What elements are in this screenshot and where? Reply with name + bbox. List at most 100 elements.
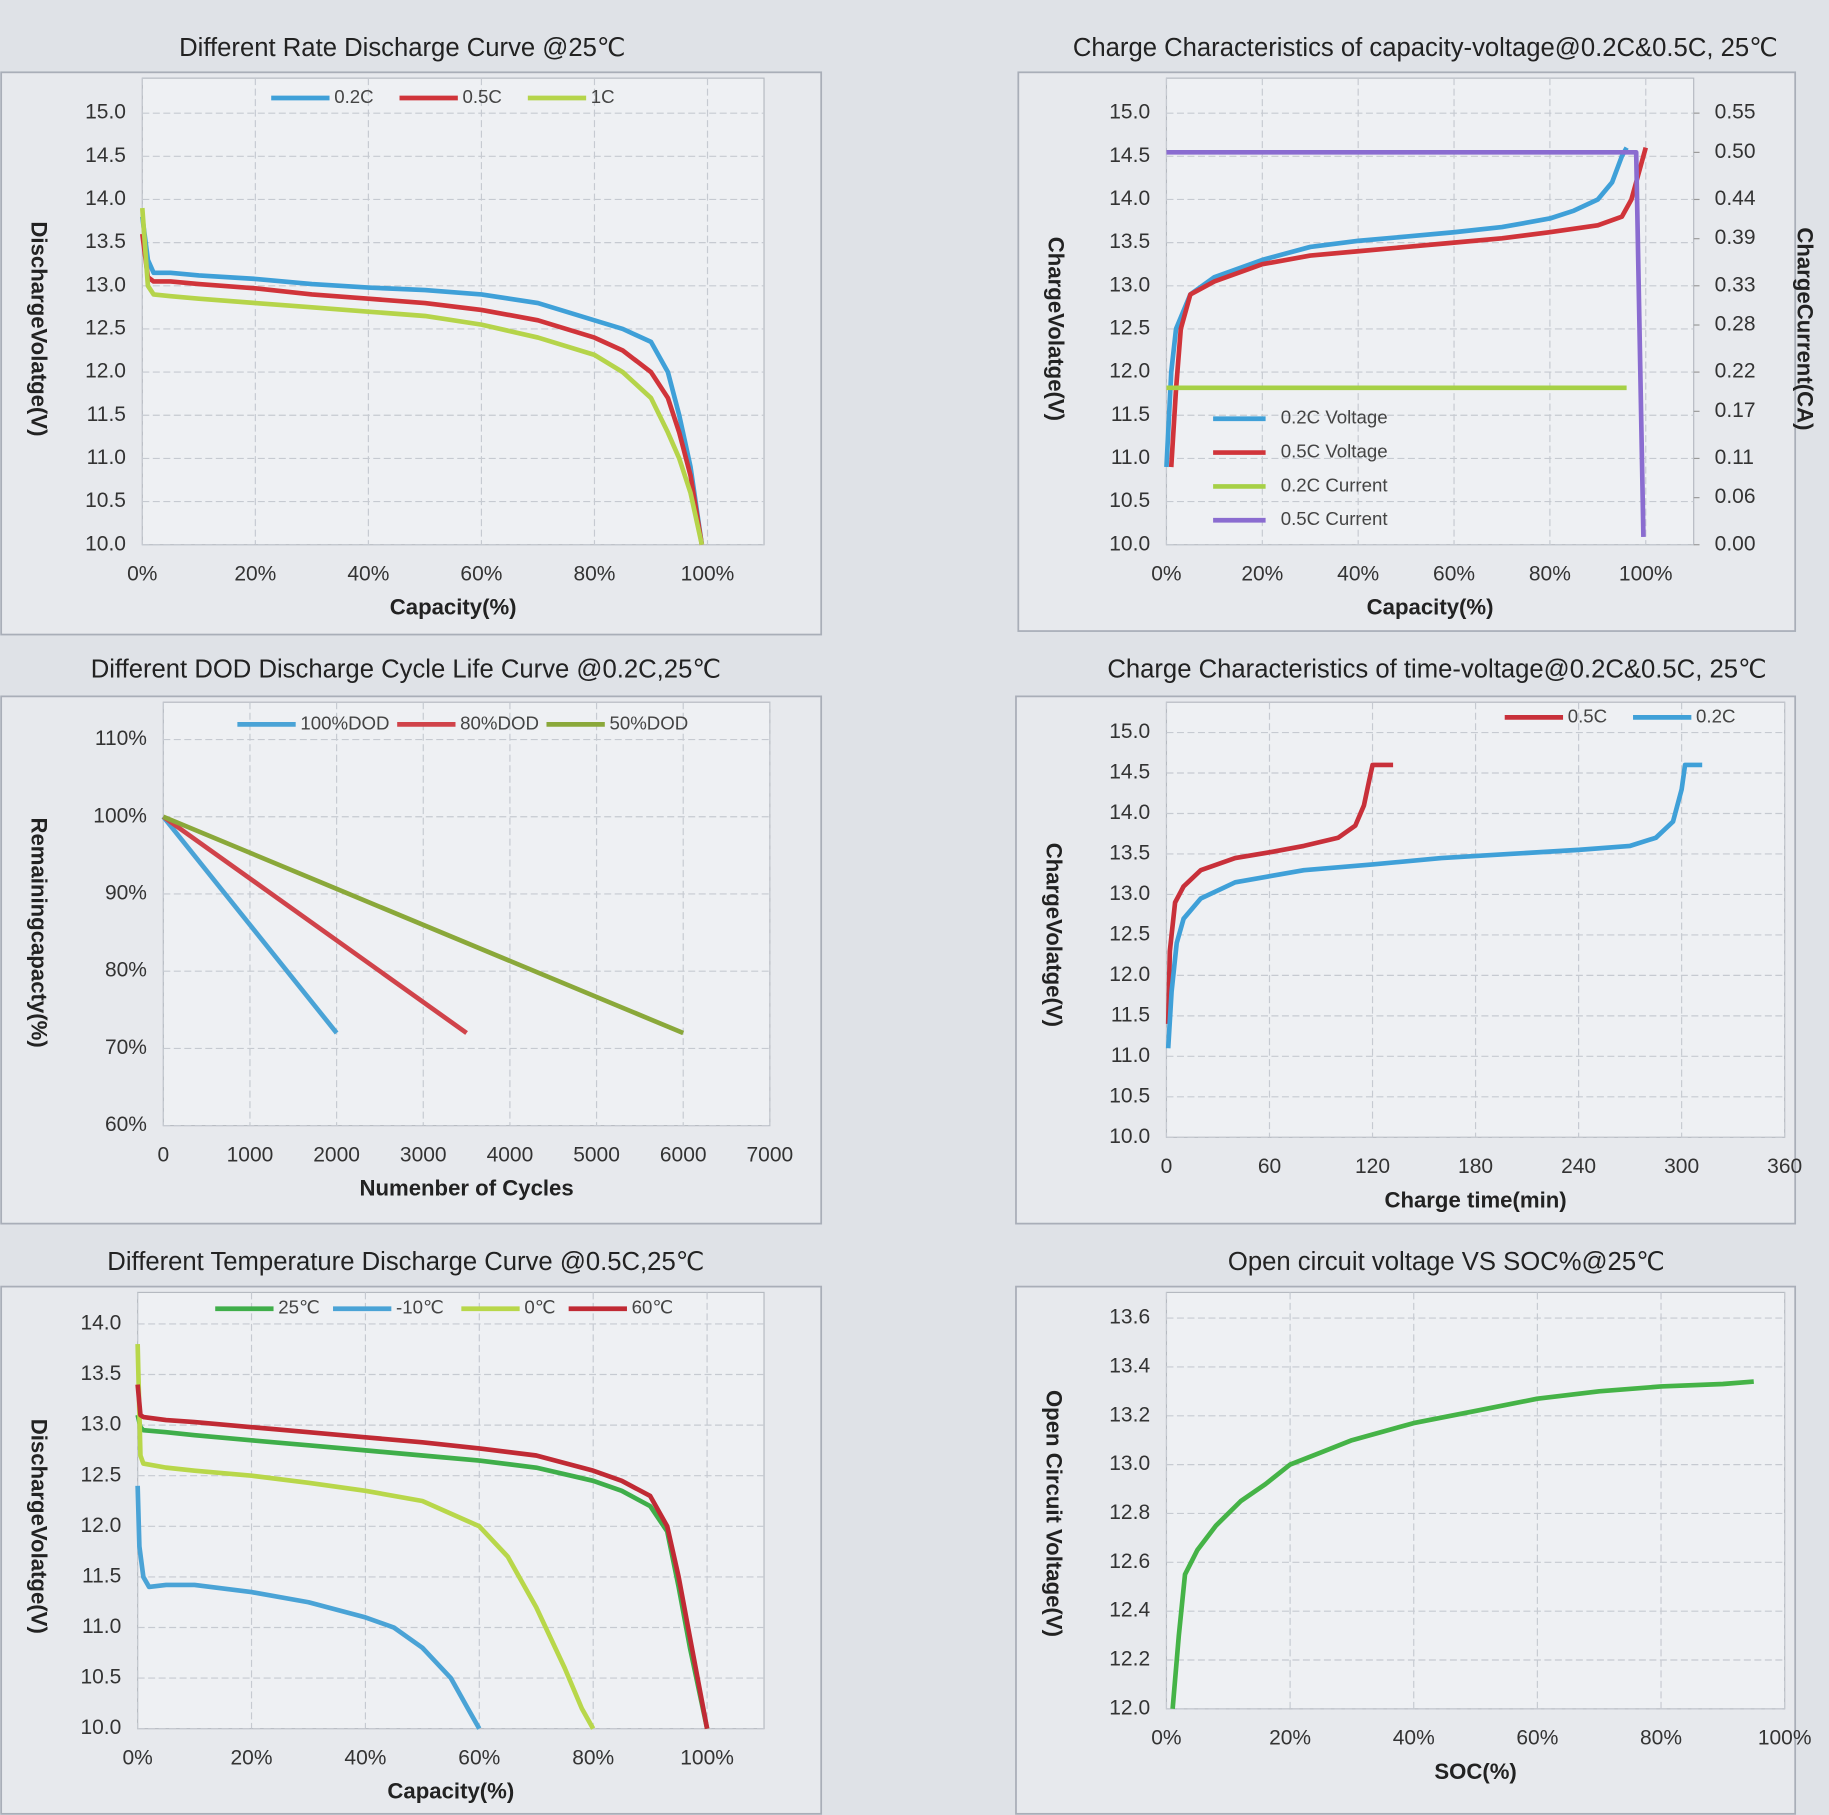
chart-title: Different Rate Discharge Curve @25℃: [179, 34, 626, 62]
y-tick-label: 10.5: [1109, 489, 1150, 512]
x-tick-label: 60%: [1433, 563, 1475, 586]
y2-axis-label: ChargeCurrent(CA): [1792, 227, 1817, 430]
y2-tick-label: 0.50: [1715, 140, 1756, 163]
x-tick-label: 20%: [231, 1747, 273, 1770]
y2-tick-label: 0.22: [1715, 360, 1756, 383]
y-tick-label: 14.5: [1109, 144, 1150, 167]
y-axis-label: ChargeVolatge(V): [1041, 843, 1066, 1027]
x-tick-label: 3000: [400, 1144, 447, 1167]
y-tick-label: 12.5: [1109, 316, 1150, 339]
x-tick-label: 0%: [127, 563, 157, 586]
y-tick-label: 12.4: [1109, 1599, 1150, 1622]
y-tick-label: 15.0: [85, 101, 126, 124]
legend-label: 25℃: [278, 1297, 320, 1318]
series-line: [162, 814, 685, 1036]
chart-title: Charge Characteristics of time-voltage@0…: [1107, 655, 1766, 683]
y-tick-label: 12.0: [85, 360, 126, 383]
legend-label: -10℃: [396, 1297, 444, 1318]
y-tick-label: 12.5: [80, 1463, 121, 1486]
legend-label: 0.5C Current: [1281, 508, 1389, 529]
y-tick-label: 12.5: [1109, 922, 1150, 945]
y-tick-label: 10.0: [1109, 1125, 1150, 1148]
y-tick-label: 11.5: [82, 1564, 121, 1587]
y-tick-label: 13.5: [1109, 230, 1150, 253]
x-tick-label: 300: [1664, 1155, 1699, 1178]
x-tick-label: 0: [1161, 1155, 1173, 1178]
y-tick-label: 13.0: [85, 273, 126, 296]
x-tick-label: 7000: [747, 1144, 794, 1167]
x-axis-label: Capacity(%): [1367, 595, 1494, 620]
y-tick-label: 14.0: [85, 187, 126, 210]
plot-area: [141, 77, 765, 546]
y2-tick-label: 0.44: [1715, 187, 1756, 210]
y-tick-label: 11.0: [82, 1615, 121, 1638]
y-tick-label: 13.0: [1109, 1452, 1150, 1475]
chart-title: Charge Characteristics of capacity-volta…: [1073, 34, 1778, 62]
x-tick-label: 100%: [1619, 563, 1673, 586]
y-tick-label: 70%: [105, 1036, 147, 1059]
x-tick-label: 40%: [344, 1747, 386, 1770]
series-line: [1165, 762, 1394, 1024]
x-tick-label: 0%: [1151, 1727, 1181, 1750]
y-tick-label: 10.0: [80, 1716, 121, 1739]
y-axis-label: ChargeVolatge(V): [1044, 237, 1069, 421]
y-tick-label: 11.5: [1111, 403, 1150, 426]
series-line: [135, 1485, 482, 1730]
series-line: [1168, 147, 1648, 468]
y2-tick-label: 0.00: [1715, 532, 1756, 555]
y-tick-label: 14.5: [1109, 761, 1150, 784]
series-line: [161, 815, 339, 1035]
y-tick-label: 13.5: [80, 1362, 121, 1385]
x-tick-label: 20%: [1241, 563, 1283, 586]
y-tick-label: 14.0: [80, 1311, 121, 1334]
y2-tick-label: 0.55: [1715, 101, 1756, 124]
series-line: [139, 216, 705, 546]
chart-title: Open circuit voltage VS SOC%@25℃: [1228, 1248, 1665, 1276]
x-tick-label: 100%: [681, 563, 735, 586]
legend-label: 0.2C Voltage: [1281, 407, 1388, 428]
x-tick-label: 40%: [1337, 563, 1379, 586]
y-tick-label: 13.6: [1109, 1306, 1150, 1329]
legend-label: 0.5C: [1568, 705, 1607, 726]
y-tick-label: 13.0: [1109, 882, 1150, 905]
x-tick-label: 80%: [1529, 563, 1571, 586]
x-tick-label: 180: [1458, 1155, 1493, 1178]
y-tick-label: 10.5: [1109, 1084, 1150, 1107]
y-tick-label: 15.0: [1109, 720, 1150, 743]
y-tick-label: 12.0: [1109, 360, 1150, 383]
y-tick-label: 13.5: [85, 230, 126, 253]
x-tick-label: 80%: [1640, 1727, 1682, 1750]
x-tick-label: 40%: [347, 563, 389, 586]
y-tick-label: 10.0: [85, 532, 126, 555]
y-tick-label: 13.2: [1109, 1403, 1150, 1426]
x-tick-label: 0%: [1151, 563, 1181, 586]
x-tick-label: 60%: [1516, 1727, 1558, 1750]
x-tick-label: 120: [1355, 1155, 1390, 1178]
chart-title: Different DOD Discharge Cycle Life Curve…: [91, 655, 721, 683]
series-line: [139, 207, 705, 546]
x-tick-label: 5000: [573, 1144, 620, 1167]
plot-area: [1165, 1291, 1786, 1710]
y2-tick-label: 0.17: [1715, 399, 1756, 422]
y-tick-label: 12.5: [85, 316, 126, 339]
series-line: [161, 814, 468, 1035]
y-tick-label: 13.5: [1109, 842, 1150, 865]
legend-label: 0.5C Voltage: [1281, 441, 1388, 462]
x-tick-label: 100%: [680, 1747, 734, 1770]
x-tick-label: 240: [1561, 1155, 1596, 1178]
series-line: [1170, 1379, 1754, 1710]
x-tick-label: 0: [157, 1144, 169, 1167]
y2-tick-label: 0.28: [1715, 313, 1756, 336]
x-tick-label: 60%: [458, 1747, 500, 1770]
y-tick-label: 11.5: [87, 403, 126, 426]
y2-tick-label: 0.39: [1715, 226, 1756, 249]
y-tick-label: 11.0: [1111, 1044, 1150, 1067]
legend-label: 1C: [591, 86, 615, 107]
x-tick-label: 4000: [487, 1144, 534, 1167]
x-axis-label: SOC(%): [1434, 1759, 1516, 1784]
y-tick-label: 60%: [105, 1113, 147, 1136]
x-axis-label: Capacity(%): [387, 1779, 514, 1804]
legend-label: 60℃: [632, 1297, 674, 1318]
